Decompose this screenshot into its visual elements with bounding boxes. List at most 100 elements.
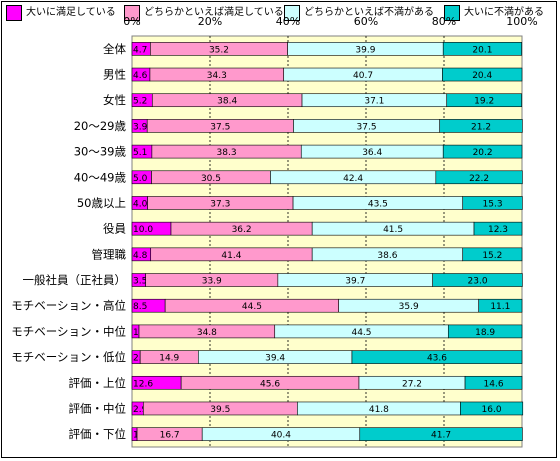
bar-segment — [442, 67, 523, 82]
value-label: 34.8 — [197, 328, 217, 338]
value-label: 38.6 — [377, 251, 397, 261]
value-label: 14.6 — [484, 379, 504, 389]
category-label: 全体 — [103, 42, 126, 56]
value-label: 37.5 — [357, 122, 377, 132]
value-label: 20.4 — [472, 71, 492, 81]
value-label: 1. — [133, 328, 142, 338]
bar-segment — [442, 144, 523, 159]
bar-segment — [447, 324, 523, 339]
legend-label-somewhat-dissatisfied: どちらかといえば不満がある — [304, 7, 434, 18]
value-label: 43.6 — [427, 354, 447, 364]
category-label: モチベーション・高位 — [11, 299, 126, 313]
category-label: 女性 — [103, 93, 126, 107]
value-label: 2.9 — [133, 405, 148, 415]
category-label: 男性 — [103, 68, 126, 82]
value-label: 34.3 — [207, 71, 227, 81]
value-label: 20.2 — [473, 148, 493, 158]
category-label: モチベーション・低位 — [11, 350, 126, 364]
value-label: 16.7 — [160, 431, 180, 441]
bar-segment — [439, 119, 523, 133]
value-label: 12.6 — [133, 379, 153, 389]
category-label: 30～39歳 — [74, 145, 127, 159]
value-label: 11.1 — [490, 302, 510, 312]
value-label: 16.0 — [482, 405, 502, 415]
value-label: 10.0 — [133, 225, 153, 235]
value-label: 4.8 — [133, 251, 148, 261]
value-label: 5.1 — [133, 148, 147, 158]
x-tick-label: 0% — [123, 15, 140, 28]
bar-segment — [464, 375, 523, 390]
bar-segment — [478, 298, 523, 313]
value-label: 22.2 — [469, 174, 489, 184]
bar-segment — [446, 93, 522, 108]
value-label: 45.6 — [260, 379, 280, 389]
value-label: 2. — [133, 354, 142, 364]
value-label: 36.4 — [362, 148, 382, 158]
value-label: 27.2 — [402, 379, 422, 389]
value-label: 5.0 — [133, 174, 148, 184]
x-tick-label: 100% — [506, 15, 537, 28]
category-label: 役員 — [103, 222, 126, 236]
value-label: 39.4 — [265, 354, 285, 364]
value-label: 5.2 — [133, 97, 147, 107]
value-label: 40.4 — [271, 431, 291, 441]
x-tick-label: 20% — [198, 15, 222, 28]
bar-segment — [462, 196, 523, 210]
value-label: 23.0 — [468, 277, 488, 287]
legend-swatch-somewhat-dissatisfied — [284, 5, 300, 21]
value-label: 33.9 — [202, 277, 222, 287]
category-label: 管理職 — [92, 247, 127, 261]
value-label: 12.3 — [488, 225, 508, 235]
value-label: 3.5 — [133, 277, 147, 287]
x-tick-label: 40% — [276, 15, 300, 28]
value-label: 37.3 — [210, 199, 230, 209]
x-tick-label: 80% — [432, 15, 456, 28]
value-label: 39.7 — [345, 277, 365, 287]
bar-segment — [435, 170, 523, 185]
value-label: 37.1 — [364, 97, 384, 107]
category-label: 評価・下位 — [69, 427, 127, 441]
value-label: 14.9 — [159, 354, 179, 364]
legend-swatch-somewhat-satisfied — [124, 5, 140, 21]
category-label: 一般社員（正社員） — [23, 273, 127, 287]
value-label: 3.9 — [133, 122, 148, 132]
value-label: 41.5 — [383, 225, 403, 235]
value-label: 20.1 — [472, 45, 492, 55]
value-label: 15.3 — [483, 199, 503, 209]
bar-segment — [359, 427, 523, 441]
category-label: 評価・上位 — [69, 376, 127, 390]
value-label: 37.5 — [210, 122, 230, 132]
value-label: 4.0 — [133, 199, 148, 209]
value-label: 38.4 — [217, 97, 237, 107]
value-label: 44.5 — [351, 328, 371, 338]
bar-segment — [432, 273, 523, 287]
legend-swatch-very-satisfied — [6, 5, 22, 21]
bar-segment — [351, 350, 523, 364]
value-label: 8.5 — [133, 302, 147, 312]
value-label: 35.9 — [399, 302, 419, 312]
category-label: 評価・中位 — [69, 401, 127, 415]
value-label: 41.7 — [431, 431, 451, 441]
value-label: 30.5 — [201, 174, 221, 184]
value-label: 19.2 — [474, 97, 494, 107]
value-label: 18.9 — [475, 328, 495, 338]
value-label: 44.5 — [242, 302, 262, 312]
bar-segment — [462, 247, 523, 262]
bar-segment — [473, 221, 523, 236]
value-label: 40.7 — [353, 71, 373, 81]
value-label: 39.5 — [210, 405, 230, 415]
value-label: 4.6 — [133, 71, 148, 81]
value-label: 15.2 — [482, 251, 502, 261]
value-label: 42.4 — [343, 174, 363, 184]
value-label: 4.7 — [133, 45, 147, 55]
value-label: 38.3 — [217, 148, 237, 158]
legend-label-very-dissatisfied: 大いに不満がある — [464, 7, 544, 18]
category-label: 50歳以上 — [77, 196, 126, 210]
value-label: 36.2 — [232, 225, 252, 235]
category-label: 40～49歳 — [74, 170, 127, 184]
value-label: 39.9 — [355, 45, 375, 55]
value-label: 43.5 — [368, 199, 388, 209]
bar-segment — [460, 401, 524, 416]
